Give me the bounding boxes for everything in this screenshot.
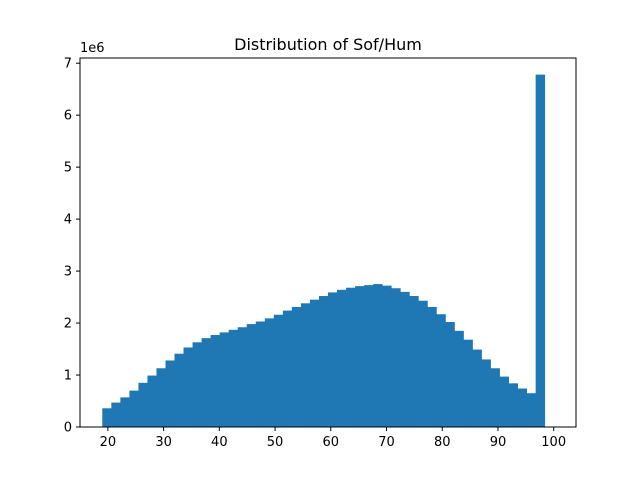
histogram-bar: [508, 383, 518, 427]
chart-title: Distribution of Sof/Hum: [234, 35, 422, 54]
y-tick-label: 3: [64, 265, 72, 280]
histogram-bar: [391, 288, 401, 427]
y-tick-label: 4: [64, 213, 72, 228]
histogram-bar: [138, 382, 148, 427]
histogram-bar: [156, 368, 166, 427]
histogram-bar: [409, 296, 419, 427]
histogram-bar: [499, 376, 509, 427]
histogram-bar: [472, 349, 482, 427]
x-tick-label: 90: [490, 435, 507, 450]
histogram-bar: [201, 338, 212, 427]
histogram-bar: [490, 368, 500, 427]
histogram-bar: [264, 318, 275, 427]
histogram-bar: [183, 347, 193, 427]
histogram-bar: [481, 359, 491, 427]
histogram-bar: [237, 327, 248, 427]
histogram-bar: [526, 393, 537, 427]
histogram-bar: [400, 291, 410, 427]
histogram-bar: [273, 314, 284, 427]
histogram-bar: [517, 388, 528, 427]
y-tick-label: 5: [64, 161, 72, 176]
axes-frame: [79, 57, 577, 428]
histogram-bar: [129, 390, 139, 427]
histogram-bar: [282, 310, 293, 427]
y-tick-label: 0: [64, 421, 72, 436]
histogram-bar: [346, 287, 356, 427]
histogram-bar: [445, 322, 455, 427]
histogram-bar: [427, 306, 437, 427]
x-tick-label: 80: [434, 435, 451, 450]
histogram-bar: [309, 299, 320, 427]
histogram-bar: [255, 321, 266, 427]
y-axis-ticks: 0 1 2 3 4 5 6 7: [64, 57, 80, 436]
histogram-bar: [337, 289, 347, 427]
histogram-bar: [318, 296, 329, 427]
x-tick-label: 50: [267, 435, 284, 450]
histogram-bar: [174, 353, 184, 427]
histogram-bar: [228, 329, 239, 427]
histogram-bar: [219, 332, 230, 427]
bars-group: [102, 74, 546, 427]
histogram-bar: [355, 286, 365, 427]
y-offset-label: 1e6: [80, 41, 105, 56]
histogram-bar: [364, 285, 374, 427]
x-axis-ticks: 20 30 40 50 60 70 80 90 100: [100, 427, 566, 450]
histogram-bar: [418, 300, 428, 427]
histogram-bar: [192, 342, 203, 427]
histogram-bar: [210, 335, 221, 427]
histogram-bar: [328, 292, 338, 427]
histogram-bar: [111, 402, 121, 427]
y-tick-label: 7: [64, 57, 72, 72]
histogram-bar: [120, 397, 130, 427]
y-tick-label: 2: [64, 317, 72, 332]
x-tick-label: 100: [541, 435, 566, 450]
x-tick-label: 30: [155, 435, 172, 450]
x-tick-label: 40: [211, 435, 228, 450]
histogram-bar: [454, 330, 464, 427]
histogram-bar: [165, 360, 175, 427]
histogram-bar: [373, 284, 383, 427]
y-tick-label: 6: [64, 109, 72, 124]
histogram-bar: [246, 324, 257, 427]
histogram-bar: [382, 285, 392, 427]
histogram-bar: [300, 303, 311, 427]
histogram-bar: [147, 375, 157, 427]
histogram-bar: [463, 339, 473, 427]
y-tick-label: 1: [64, 369, 72, 384]
histogram-bar: [102, 408, 112, 427]
x-tick-label: 60: [323, 435, 340, 450]
histogram-bar: [436, 314, 446, 427]
histogram-bar: [291, 306, 302, 427]
histogram-bar: [535, 74, 546, 427]
x-tick-label: 20: [100, 435, 117, 450]
x-tick-label: 70: [378, 435, 395, 450]
